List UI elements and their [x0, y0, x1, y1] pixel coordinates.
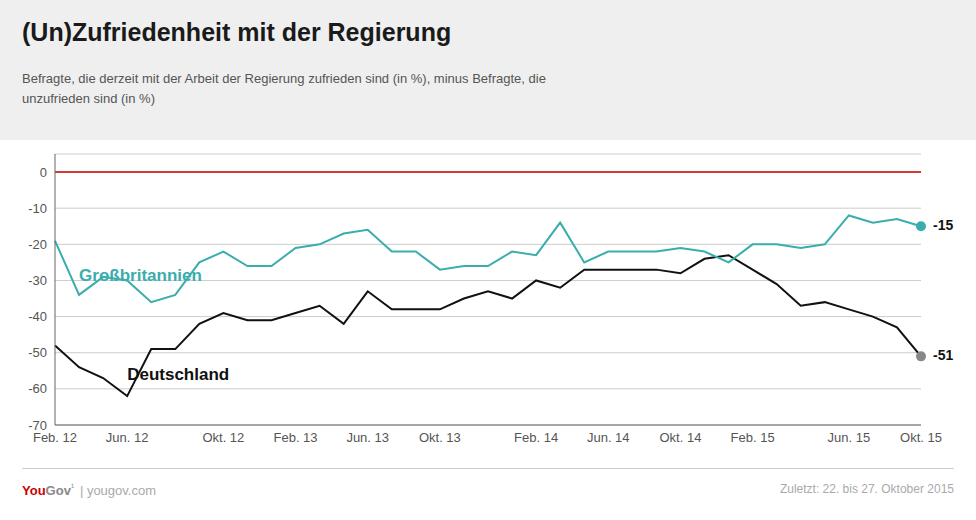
svg-text:Okt. 15: Okt. 15 [900, 430, 942, 445]
svg-text:Okt. 14: Okt. 14 [659, 430, 701, 445]
svg-text:Deutschland: Deutschland [127, 365, 229, 384]
svg-text:Feb. 14: Feb. 14 [514, 430, 558, 445]
svg-text:0: 0 [40, 165, 47, 180]
svg-text:-50: -50 [28, 345, 47, 360]
svg-text:-15: -15 [933, 217, 953, 233]
svg-text:-60: -60 [28, 381, 47, 396]
html-text:You Gov¹ | yougov.com: You Gov¹ | yougov.com [22, 482, 156, 499]
svg-text:Jun. 13: Jun. 13 [346, 430, 389, 445]
svg-text:Feb. 15: Feb. 15 [731, 430, 775, 445]
html-text:(Un)Zufriedenheit mit der Regi: (Un)Zufriedenheit mit der Regierung [22, 18, 452, 46]
svg-text:-40: -40 [28, 309, 47, 324]
html-text:Zuletzt: 22. bis 27. Oktober 2: Zuletzt: 22. bis 27. Oktober 2015 [779, 482, 954, 496]
svg-text:Großbritannien: Großbritannien [79, 266, 202, 285]
svg-text:Jun. 15: Jun. 15 [828, 430, 871, 445]
svg-text:-20: -20 [28, 237, 47, 252]
svg-text:-10: -10 [28, 201, 47, 216]
svg-text:-51: -51 [933, 347, 953, 363]
svg-text:Okt. 12: Okt. 12 [202, 430, 244, 445]
svg-text:-70: -70 [28, 418, 47, 433]
svg-text:Feb. 12: Feb. 12 [33, 430, 77, 446]
svg-text:Jun. 12: Jun. 12 [106, 430, 149, 445]
svg-text:-30: -30 [28, 273, 47, 288]
svg-text:Okt. 13: Okt. 13 [419, 430, 461, 445]
svg-text:Feb. 13: Feb. 13 [274, 430, 318, 445]
svg-text:Jun. 14: Jun. 14 [587, 430, 630, 445]
html-text:Befragte, die derzeit mit der: Befragte, die derzeit mit der Arbeit der… [22, 71, 546, 106]
